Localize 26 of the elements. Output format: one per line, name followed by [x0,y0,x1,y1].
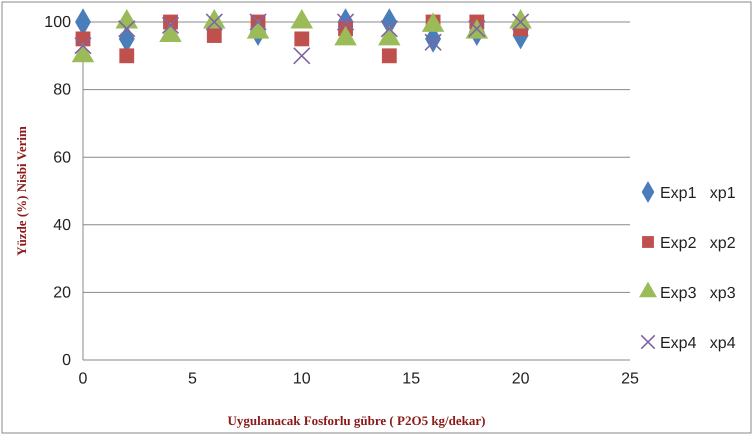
x-tick-label: 25 [621,370,639,388]
y-tick-label: 0 [62,352,72,370]
legend-label: Exp4 xp4 [660,335,736,352]
y-tick-label: 20 [53,284,72,302]
legend-label: Exp1 xp1 [660,185,736,202]
x-tick-label: 10 [292,370,311,388]
x-tick-label: 20 [512,370,530,388]
x-tick-label: 0 [78,370,88,388]
y-tick-label: 80 [53,82,72,99]
y-tick-label: 60 [53,149,72,166]
legend-label: Exp2 xp2 [660,235,736,252]
point [292,46,311,65]
y-tick-label: 40 [53,216,72,234]
y-tick-label: 100 [44,14,72,32]
x-tick-label: 5 [188,370,197,388]
point [119,48,134,64]
legend-label: Exp3 xp3 [660,285,736,302]
x-axis-title: Uygulanacak Fosforlu gübre ( P2O5 kg/dekar) [228,413,486,428]
point [118,20,136,38]
y-axis-title: Yüzde (%) Nisbi Verim [14,126,29,256]
point [294,31,310,46]
point [206,28,222,43]
point [424,33,442,52]
x-tick-label: 15 [402,370,420,388]
point [382,48,397,64]
point [336,13,354,31]
